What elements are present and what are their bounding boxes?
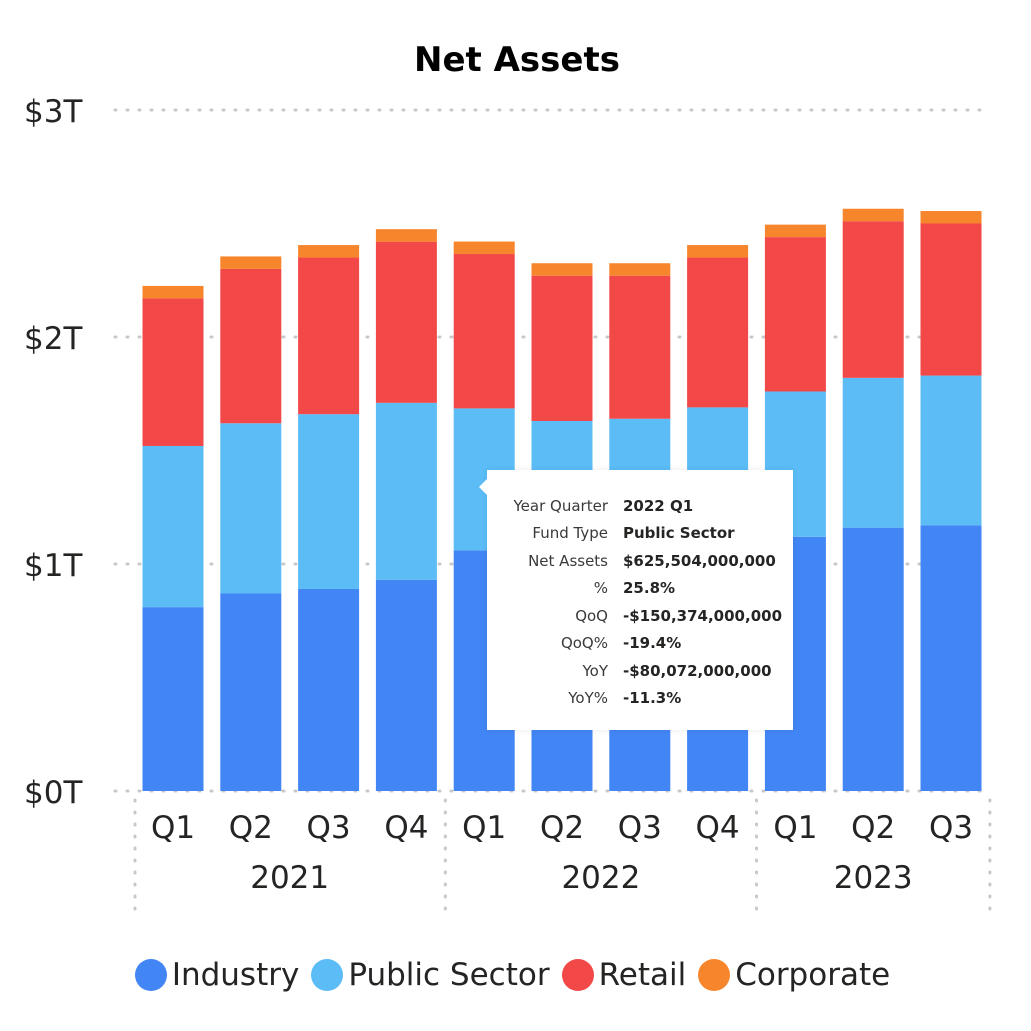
bar-retail bbox=[687, 257, 749, 408]
bar-public-sector bbox=[142, 445, 204, 608]
tooltip-row: Net Assets $625,504,000,000 bbox=[487, 551, 793, 571]
x-year-label: 2021 bbox=[250, 860, 329, 896]
legend-label: Public Sector bbox=[348, 957, 550, 993]
x-tick-label: Q3 bbox=[618, 810, 662, 846]
x-tick-label: Q2 bbox=[851, 810, 895, 846]
tooltip-value: -11.3% bbox=[623, 689, 682, 707]
x-tick-label: Q1 bbox=[773, 810, 817, 846]
bar-corporate bbox=[609, 263, 671, 276]
tooltip-row: Year Quarter 2022 Q1 bbox=[487, 496, 793, 516]
bar-industry bbox=[220, 593, 282, 791]
bar-retail bbox=[609, 275, 671, 419]
y-tick-label: $1T bbox=[24, 548, 83, 584]
tooltip-label: QoQ% bbox=[560, 634, 608, 652]
y-tick-label: $2T bbox=[24, 321, 83, 357]
tooltip-label: YoY bbox=[582, 662, 608, 680]
tooltip-value: -19.4% bbox=[623, 634, 682, 652]
x-axis: Q1 Q2 Q3 Q4 Q1 Q2 Q3 Q4 Q1 Q2 Q3 2021 2022 2023 bbox=[133, 798, 992, 912]
legend-marker bbox=[698, 959, 731, 991]
tooltip-row: % 25.8% bbox=[487, 578, 793, 598]
bar-public-sector bbox=[220, 423, 282, 594]
legend: Industry Public Sector Retail Corporate bbox=[0, 950, 1031, 1000]
tooltip-value: -$80,072,000,000 bbox=[623, 662, 772, 680]
x-tick-label: Q3 bbox=[929, 810, 973, 846]
tooltip-value: 25.8% bbox=[623, 579, 676, 597]
bar-retail bbox=[764, 237, 826, 392]
bar-corporate bbox=[142, 285, 204, 299]
bar-retail bbox=[298, 257, 360, 415]
legend-item-public-sector[interactable]: Public Sector bbox=[311, 957, 550, 993]
tooltip-label: YoY% bbox=[568, 689, 608, 707]
x-tick-label: Q2 bbox=[540, 810, 584, 846]
bar-industry bbox=[142, 607, 204, 791]
tooltip-value: Public Sector bbox=[623, 524, 735, 542]
bar-industry bbox=[920, 525, 982, 791]
legend-marker bbox=[561, 959, 594, 991]
tooltip-row: Fund Type Public Sector bbox=[487, 523, 793, 543]
x-year-label: 2023 bbox=[834, 860, 913, 896]
y-tick-label: $0T bbox=[24, 775, 83, 811]
bar-retail bbox=[220, 268, 282, 424]
bar-retail bbox=[531, 275, 593, 421]
bar-corporate bbox=[298, 245, 360, 258]
legend-marker bbox=[311, 959, 344, 991]
x-year-label: 2022 bbox=[561, 860, 640, 896]
x-tick-label: Q4 bbox=[384, 810, 428, 846]
bar-industry bbox=[375, 579, 437, 791]
tooltip-label: Fund Type bbox=[532, 524, 608, 542]
y-axis: $0T $1T $2T $3T bbox=[24, 94, 83, 811]
tooltip-row: YoY% -11.3% bbox=[487, 688, 793, 708]
legend-item-industry[interactable]: Industry bbox=[134, 957, 300, 993]
x-tick-label: Q1 bbox=[462, 810, 506, 846]
bar-corporate bbox=[375, 229, 437, 242]
tooltip-row: QoQ -$150,374,000,000 bbox=[487, 606, 793, 626]
bar-retail bbox=[142, 298, 204, 446]
y-tick-label: $3T bbox=[24, 94, 83, 130]
bar-corporate bbox=[687, 245, 749, 258]
tooltip-label: Net Assets bbox=[528, 552, 608, 570]
tooltip: Year Quarter 2022 Q1 Fund Type Public Se… bbox=[479, 470, 793, 730]
bar-retail bbox=[842, 221, 904, 378]
legend-label: Industry bbox=[171, 957, 300, 993]
bar-industry bbox=[298, 588, 360, 791]
bar-corporate bbox=[764, 224, 826, 238]
tooltip-value: $625,504,000,000 bbox=[623, 552, 776, 570]
x-tick-label: Q1 bbox=[151, 810, 195, 846]
bar-public-sector bbox=[375, 402, 437, 580]
bar-retail bbox=[375, 241, 437, 403]
tooltip-value: 2022 Q1 bbox=[623, 497, 694, 515]
bar-public-sector bbox=[920, 375, 982, 526]
tooltip-label: Year Quarter bbox=[513, 497, 608, 515]
bar-retail bbox=[453, 254, 515, 409]
tooltip-row: QoQ% -19.4% bbox=[487, 633, 793, 653]
x-tick-label: Q4 bbox=[696, 810, 740, 846]
tooltip-value: -$150,374,000,000 bbox=[623, 607, 783, 625]
chart-title: Net Assets bbox=[414, 40, 620, 80]
tooltip-label: QoQ bbox=[575, 607, 608, 625]
bar-retail bbox=[920, 223, 982, 376]
bar-industry bbox=[842, 527, 904, 791]
legend-label: Retail bbox=[598, 957, 687, 993]
x-tick-label: Q3 bbox=[307, 810, 351, 846]
bar-corporate bbox=[531, 263, 593, 276]
legend-item-corporate[interactable]: Corporate bbox=[698, 957, 890, 993]
legend-item-retail[interactable]: Retail bbox=[561, 957, 687, 993]
tooltip-label: % bbox=[593, 579, 608, 597]
bar-corporate bbox=[220, 256, 282, 269]
legend-marker bbox=[134, 959, 167, 991]
legend-label: Corporate bbox=[735, 957, 891, 993]
bar-corporate bbox=[453, 241, 515, 255]
bar-public-sector bbox=[842, 377, 904, 528]
bar-public-sector bbox=[298, 414, 360, 589]
bar-corporate bbox=[920, 211, 982, 224]
bar-corporate bbox=[842, 208, 904, 222]
x-tick-label: Q2 bbox=[229, 810, 273, 846]
tooltip-row: YoY -$80,072,000,000 bbox=[487, 661, 793, 681]
